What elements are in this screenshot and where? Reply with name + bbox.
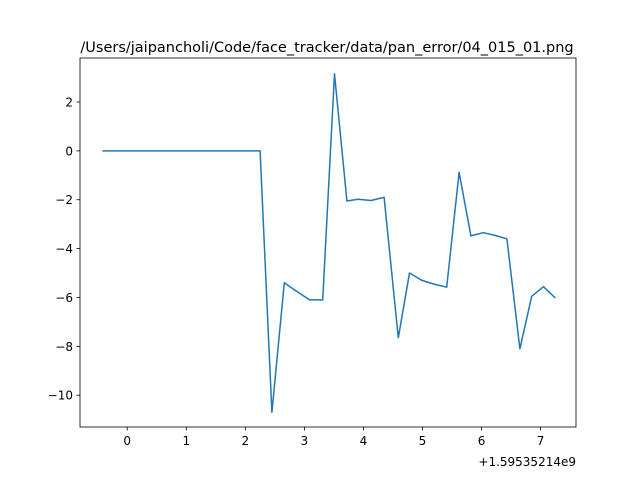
- x-tick-label: 5: [419, 434, 427, 448]
- y-tick-label: −8: [55, 340, 73, 354]
- y-tick-label: −10: [48, 389, 73, 403]
- chart-title: /Users/jaipancholi/Code/face_tracker/dat…: [80, 40, 573, 56]
- y-tick-label: −4: [55, 242, 73, 256]
- x-tick-label: 7: [537, 434, 545, 448]
- x-tick-label: 0: [123, 434, 131, 448]
- x-axis: 0 1 2 3 4 5 6 7: [123, 427, 544, 448]
- y-tick-label: 2: [65, 95, 73, 109]
- x-tick-label: 3: [301, 434, 309, 448]
- x-axis-offset-label: +1.59535214e9: [478, 455, 576, 469]
- y-tick-label: −2: [55, 193, 73, 207]
- x-tick-label: 2: [242, 434, 250, 448]
- x-tick-label: 4: [360, 434, 368, 448]
- y-tick-label: 0: [65, 144, 73, 158]
- y-axis: 2 0 −2 −4 −6 −8 −10: [48, 95, 80, 403]
- x-tick-label: 1: [182, 434, 190, 448]
- series-line: [102, 73, 556, 414]
- y-tick-label: −6: [55, 291, 73, 305]
- plot-frame: [79, 57, 577, 428]
- series-layer: [102, 73, 556, 414]
- x-tick-label: 6: [478, 434, 486, 448]
